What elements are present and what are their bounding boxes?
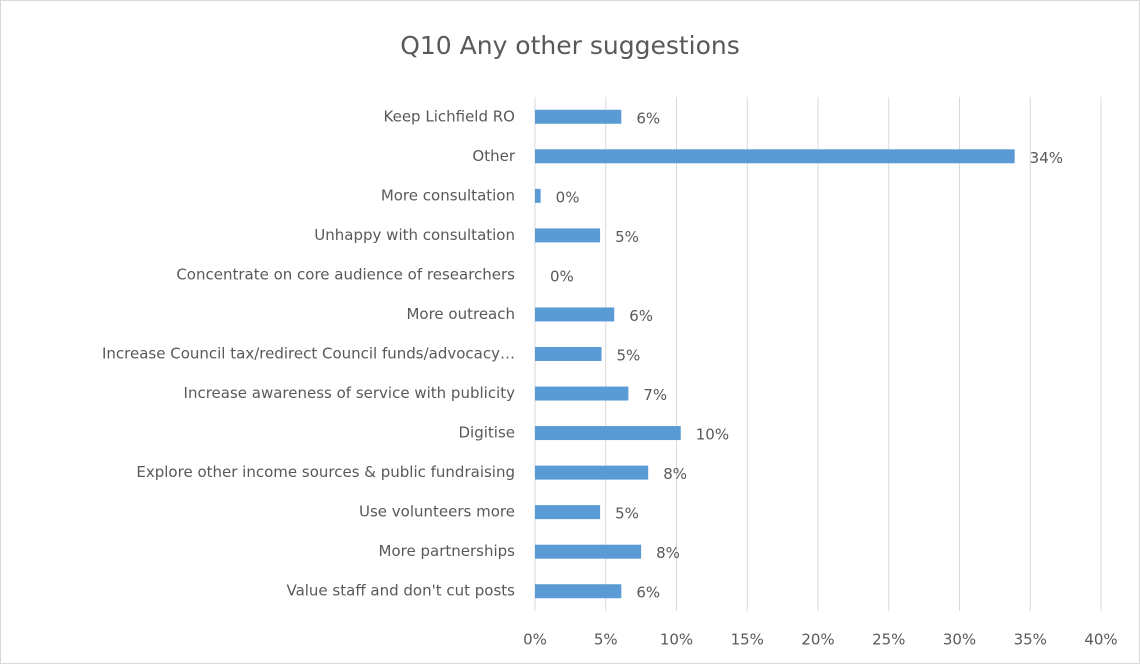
y-tick-label: Keep Lichfield RO <box>384 107 515 125</box>
data-label: 6% <box>629 307 653 325</box>
data-label: 5% <box>615 505 639 523</box>
y-tick-label: Increase Council tax/redirect Council fu… <box>102 345 515 363</box>
x-tick-label: 25% <box>872 631 905 649</box>
data-label: 0% <box>550 267 574 285</box>
x-tick-label: 20% <box>801 631 834 649</box>
data-label: 5% <box>615 228 639 246</box>
bar <box>535 386 629 401</box>
data-label: 0% <box>556 188 580 206</box>
bar <box>535 584 622 599</box>
y-tick-label: More outreach <box>406 305 515 323</box>
bar <box>535 109 622 124</box>
x-tick-label: 15% <box>731 631 764 649</box>
y-tick-label: Other <box>472 147 515 165</box>
data-label: 5% <box>617 347 641 365</box>
x-tick-label: 40% <box>1084 631 1117 649</box>
bar <box>535 307 615 322</box>
bar <box>535 465 649 480</box>
y-tick-label: Digitise <box>459 424 516 442</box>
data-label: 10% <box>696 426 729 444</box>
y-tick-label: Increase awareness of service with publi… <box>184 384 516 402</box>
y-tick-label: Value staff and don't cut posts <box>286 582 515 600</box>
y-tick-label: Concentrate on core audience of research… <box>176 265 515 283</box>
bar <box>535 228 601 243</box>
y-tick-label: Unhappy with consultation <box>314 226 515 244</box>
x-tick-label: 35% <box>1014 631 1047 649</box>
bar <box>535 505 601 520</box>
bar <box>535 149 1015 164</box>
data-label: 8% <box>663 465 687 483</box>
bar <box>535 188 541 203</box>
y-tick-label: Use volunteers more <box>359 503 515 521</box>
data-label: 7% <box>643 386 667 404</box>
data-label: 34% <box>1030 149 1063 167</box>
data-label: 6% <box>636 584 660 602</box>
x-tick-label: 30% <box>943 631 976 649</box>
y-tick-label: More partnerships <box>379 542 516 560</box>
chart-title: Q10 Any other suggestions <box>400 31 740 60</box>
bar <box>535 347 602 361</box>
x-tick-label: 10% <box>660 631 693 649</box>
data-label: 8% <box>656 544 680 562</box>
x-tick-label: 5% <box>594 631 618 649</box>
data-label: 6% <box>636 109 660 127</box>
bar <box>535 426 681 441</box>
x-tick-label: 0% <box>523 631 547 649</box>
y-tick-label: Explore other income sources & public fu… <box>136 463 515 481</box>
y-tick-label: More consultation <box>381 186 515 204</box>
bar <box>535 544 642 559</box>
